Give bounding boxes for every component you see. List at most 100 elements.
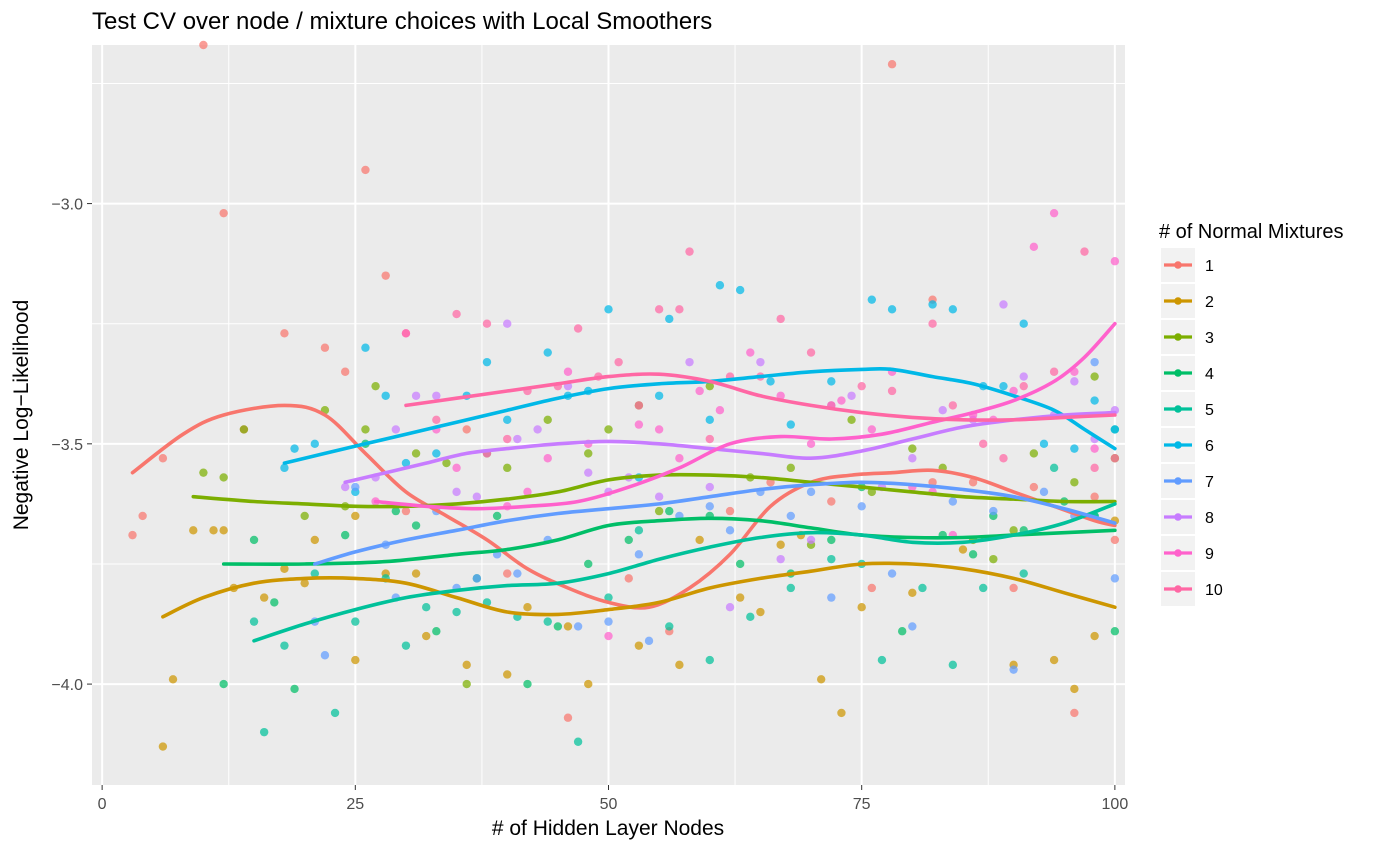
data-point-mixture-1: [401, 506, 411, 516]
data-point-mixture-10: [482, 319, 492, 328]
data-point-mixture-8: [999, 300, 1008, 309]
data-point-mixture-1: [968, 478, 978, 487]
data-point-mixture-8: [847, 391, 856, 400]
data-point-mixture-9: [837, 396, 846, 405]
data-point-mixture-1: [280, 329, 289, 338]
data-point-mixture-7: [1090, 357, 1099, 367]
data-point-mixture-4: [523, 679, 532, 689]
legend-point-4: [1174, 369, 1182, 377]
data-point-mixture-5: [746, 612, 755, 622]
data-point-mixture-2: [776, 540, 785, 549]
data-point-mixture-4: [492, 511, 502, 521]
legend-label-2: 2: [1205, 294, 1214, 311]
legend-label-1: 1: [1205, 258, 1214, 275]
data-point-mixture-4: [665, 506, 674, 516]
data-point-mixture-10: [948, 401, 958, 410]
data-point-mixture-4: [411, 521, 421, 530]
data-point-mixture-5: [918, 583, 927, 593]
data-point-mixture-6: [401, 458, 411, 468]
data-point-mixture-8: [533, 425, 542, 434]
data-point-mixture-6: [705, 415, 714, 425]
data-point-mixture-7: [1110, 574, 1120, 583]
data-point-mixture-6: [654, 391, 664, 400]
y-axis-title: Negative Log−Likelihood: [10, 300, 33, 531]
data-point-mixture-2: [1090, 631, 1099, 641]
data-point-mixture-2: [634, 641, 644, 650]
data-point-mixture-8: [908, 454, 917, 463]
data-point-mixture-1: [1029, 482, 1039, 492]
data-point-mixture-8: [705, 482, 714, 492]
data-point-mixture-1: [199, 40, 208, 50]
data-point-mixture-7: [857, 502, 866, 511]
data-point-mixture-6: [887, 305, 897, 314]
data-point-mixture-2: [280, 564, 289, 573]
data-point-mixture-4: [290, 684, 299, 694]
data-point-mixture-8: [725, 603, 735, 612]
smooth-line-mixture-9: [373, 321, 1117, 511]
data-point-mixture-5: [259, 727, 269, 737]
data-point-mixture-1: [887, 60, 897, 69]
data-point-mixture-2: [351, 511, 360, 521]
data-point-mixture-8: [806, 535, 816, 545]
x-tick-label: 25: [346, 796, 364, 813]
data-point-mixture-1: [867, 583, 877, 593]
data-point-mixture-1: [1110, 535, 1120, 545]
smooth-line-mixture-7: [313, 480, 1117, 566]
data-point-mixture-9: [452, 463, 461, 473]
data-point-mixture-9: [523, 487, 532, 497]
data-point-mixture-6: [604, 305, 613, 314]
data-point-mixture-5: [280, 641, 289, 650]
data-point-mixture-1: [503, 569, 512, 578]
data-point-mixture-2: [422, 631, 431, 641]
data-point-mixture-7: [887, 569, 897, 578]
data-point-mixture-2: [351, 655, 360, 665]
data-point-mixture-1: [1009, 583, 1018, 593]
data-point-mixture-5: [401, 641, 411, 650]
data-point-mixture-1: [381, 271, 390, 280]
data-point-mixture-2: [462, 660, 471, 670]
data-point-mixture-8: [513, 434, 522, 444]
data-point-mixture-6: [432, 449, 441, 458]
data-point-mixture-4: [735, 559, 745, 569]
data-point-mixture-6: [715, 281, 725, 290]
data-point-mixture-10: [1110, 454, 1120, 463]
legend-title: # of Normal Mixtures: [1159, 221, 1344, 243]
data-point-mixture-6: [827, 377, 836, 386]
data-point-mixture-5: [634, 526, 644, 535]
smooth-line-mixture-5: [252, 502, 1117, 643]
data-point-mixture-7: [604, 617, 613, 626]
data-point-mixture-1: [827, 497, 836, 506]
data-point-mixture-2: [158, 742, 168, 751]
data-point-mixture-5: [310, 569, 320, 578]
data-point-mixture-3: [705, 381, 714, 391]
data-point-mixture-7: [786, 511, 795, 521]
legend-label-8: 8: [1205, 510, 1214, 527]
data-point-mixture-8: [411, 391, 421, 400]
data-point-mixture-9: [1009, 386, 1018, 396]
data-point-mixture-6: [1110, 425, 1120, 434]
data-point-mixture-2: [219, 526, 228, 535]
data-point-mixture-6: [361, 343, 370, 352]
data-point-mixture-9: [1090, 444, 1099, 453]
smooth-line-mixture-1: [130, 403, 1117, 610]
data-point-mixture-5: [979, 583, 988, 593]
data-point-mixture-2: [756, 607, 765, 617]
data-point-mixture-7: [806, 487, 816, 497]
data-point-mixture-7: [948, 497, 958, 506]
data-point-mixture-2: [837, 708, 846, 718]
legend-label-7: 7: [1205, 474, 1214, 491]
data-point-mixture-10: [1090, 463, 1099, 473]
chart-title: Test CV over node / mixture choices with…: [92, 8, 712, 35]
legend-point-1: [1174, 261, 1182, 269]
data-point-mixture-2: [310, 535, 320, 545]
legend-point-7: [1174, 477, 1182, 485]
data-point-mixture-1: [1070, 708, 1079, 718]
legend-label-3: 3: [1205, 330, 1214, 347]
data-point-mixture-10: [776, 314, 785, 324]
data-point-mixture-5: [573, 737, 583, 746]
data-point-mixture-3: [300, 511, 309, 521]
smooth-line-mixture-10: [404, 372, 1117, 422]
data-point-mixture-9: [1110, 257, 1120, 266]
data-point-mixture-8: [503, 319, 512, 328]
